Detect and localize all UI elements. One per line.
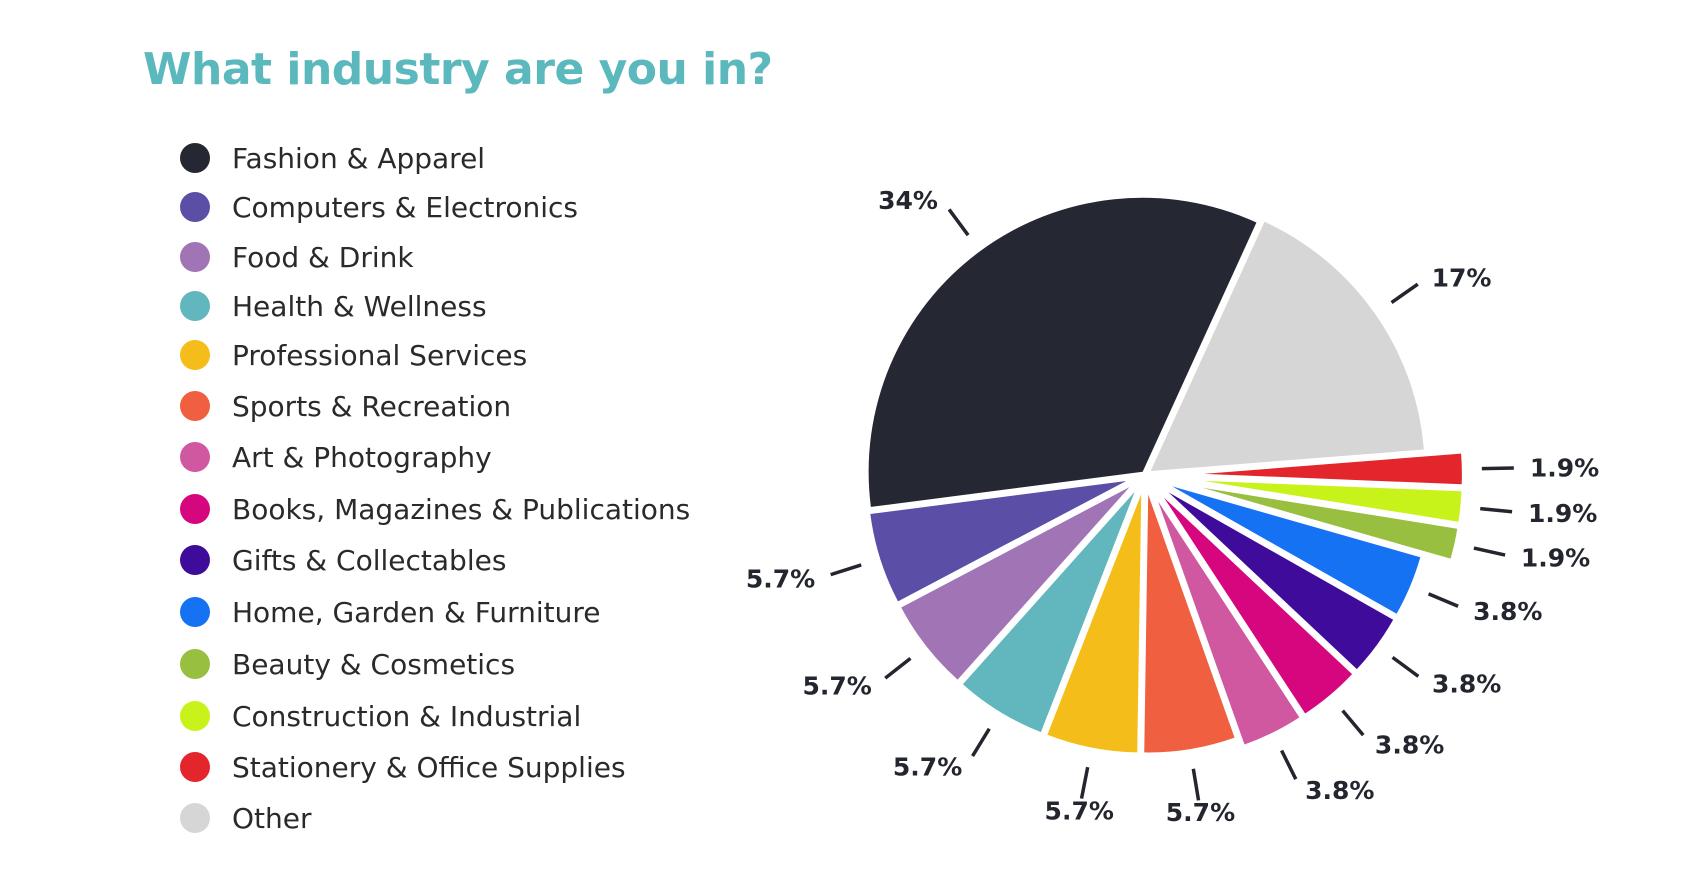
legend-swatch xyxy=(180,649,210,679)
legend-item: Computers & Electronics xyxy=(180,189,578,225)
legend-label: Fashion & Apparel xyxy=(232,141,486,175)
legend-swatch xyxy=(180,545,210,575)
legend-swatch xyxy=(180,391,210,421)
legend-item: Food & Drink xyxy=(180,239,414,275)
legend-label: Home, Garden & Furniture xyxy=(232,595,601,629)
leader-line xyxy=(884,657,912,680)
leader-line xyxy=(1391,655,1420,678)
pie-slice xyxy=(901,487,1130,680)
legend-label: Sports & Recreation xyxy=(232,389,512,423)
leader-line xyxy=(1481,466,1514,471)
legend-item: Books, Magazines & Publications xyxy=(180,491,690,527)
slice-value-label: 5.7% xyxy=(1166,798,1235,827)
chart-title: What industry are you in? xyxy=(143,44,773,95)
pie-slice xyxy=(1163,497,1353,714)
legend-swatch xyxy=(180,242,210,272)
legend-swatch xyxy=(180,752,210,782)
legend-item: Construction & Industrial xyxy=(180,698,581,734)
legend-item: Fashion & Apparel xyxy=(180,140,485,176)
pie-slice xyxy=(868,197,1257,507)
pie-slice xyxy=(1047,494,1142,753)
legend-item: Gifts & Collectables xyxy=(180,542,506,578)
leader-line xyxy=(1427,592,1459,608)
slice-value-label: 5.7% xyxy=(746,564,815,593)
legend-label: Art & Photography xyxy=(232,440,492,474)
leader-line xyxy=(830,563,862,577)
leader-line xyxy=(1191,768,1201,801)
slice-value-label: 1.9% xyxy=(1521,544,1590,573)
legend-swatch xyxy=(180,291,210,321)
pie-slice xyxy=(1172,486,1421,614)
leader-line xyxy=(1341,709,1365,737)
legend-item: Professional Services xyxy=(180,337,527,373)
slice-value-label: 5.7% xyxy=(802,672,871,701)
pie-slice xyxy=(1203,480,1462,522)
legend-item: Art & Photography xyxy=(180,439,492,475)
legend-label: Food & Drink xyxy=(232,240,414,274)
legend-swatch xyxy=(180,340,210,370)
legend-label: Construction & Industrial xyxy=(232,699,582,733)
legend-swatch xyxy=(180,494,210,524)
pie-slice xyxy=(1203,453,1462,485)
legend-swatch xyxy=(180,597,210,627)
legend-label: Health & Wellness xyxy=(232,289,487,323)
legend-item: Beauty & Cosmetics xyxy=(180,646,515,682)
leader-line xyxy=(1280,749,1298,780)
slice-value-label: 5.7% xyxy=(893,752,962,781)
legend-label: Professional Services xyxy=(232,338,528,372)
legend-item: Stationery & Office Supplies xyxy=(180,749,626,785)
legend-item: Home, Garden & Furniture xyxy=(180,594,600,630)
slice-value-label: 1.9% xyxy=(1530,454,1599,483)
legend-label: Gifts & Collectables xyxy=(232,543,507,577)
slice-value-label: 3.8% xyxy=(1305,776,1374,805)
pie-slice xyxy=(1150,221,1424,472)
slice-value-label: 1.9% xyxy=(1528,499,1597,528)
leader-line xyxy=(1480,506,1513,514)
pie-slice xyxy=(1168,492,1394,670)
leader-line xyxy=(971,727,991,757)
legend-label: Beauty & Cosmetics xyxy=(232,647,516,681)
slice-value-label: 3.8% xyxy=(1432,669,1501,698)
legend-label: Books, Magazines & Publications xyxy=(232,492,691,526)
slice-value-label: 5.7% xyxy=(1045,796,1114,825)
legend-label: Computers & Electronics xyxy=(232,190,579,224)
slice-value-label: 34% xyxy=(878,186,938,215)
slice-value-label: 3.8% xyxy=(1473,597,1542,626)
legend-swatch xyxy=(180,442,210,472)
leader-line xyxy=(947,208,970,237)
pie-slice xyxy=(1144,494,1235,753)
legend-label: Stationery & Office Supplies xyxy=(232,750,626,784)
legend-label: Other xyxy=(232,801,312,835)
pie-slice xyxy=(1202,487,1458,559)
leader-line xyxy=(1390,282,1419,304)
legend-item: Other xyxy=(180,800,312,836)
leader-line xyxy=(1079,766,1090,799)
legend-swatch xyxy=(180,803,210,833)
pie-slice xyxy=(1158,501,1300,745)
legend-item: Sports & Recreation xyxy=(180,388,511,424)
slice-value-label: 17% xyxy=(1432,263,1492,292)
legend-swatch xyxy=(180,192,210,222)
pie-slice xyxy=(870,480,1127,602)
slice-value-label: 3.8% xyxy=(1375,730,1444,759)
legend-item: Health & Wellness xyxy=(180,288,487,324)
legend-swatch xyxy=(180,701,210,731)
leader-line xyxy=(1473,546,1506,557)
legend-swatch xyxy=(180,143,210,173)
pie-slice xyxy=(962,491,1135,733)
